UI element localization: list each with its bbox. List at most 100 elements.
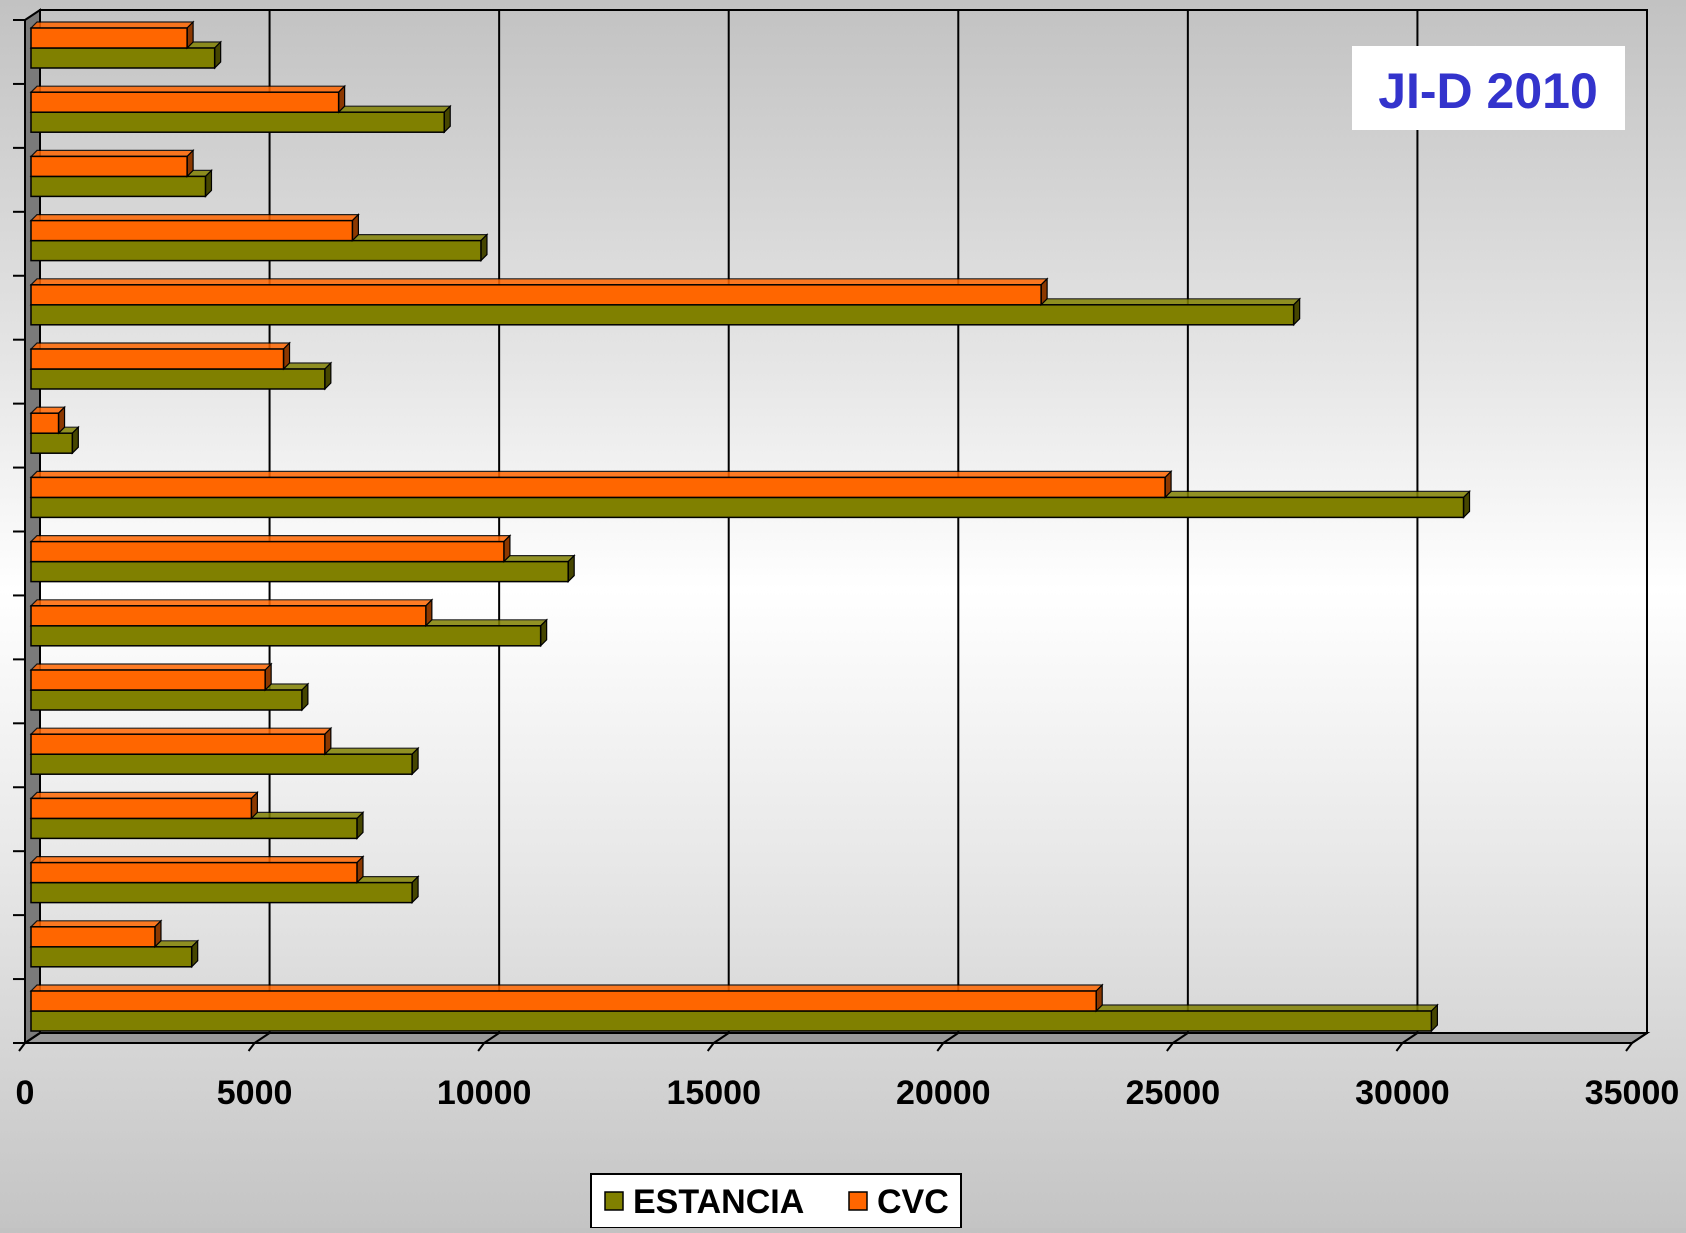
x-tick-mark	[1625, 1042, 1633, 1052]
bars	[29, 20, 1471, 1033]
x-tick-mark	[1395, 1042, 1404, 1052]
bar-cvc	[29, 598, 434, 628]
bar-front-face	[30, 753, 413, 775]
chart-title-box: JI-D 2010	[1352, 46, 1625, 130]
x-tick-label: 35000	[1585, 1074, 1680, 1112]
bar-front-face	[30, 432, 74, 454]
legend-box	[590, 1173, 962, 1229]
bar-front-face	[30, 605, 427, 627]
legend-label-estancia: ESTANCIA	[633, 1183, 804, 1221]
floor-gridline	[254, 1032, 271, 1044]
bar-cvc	[29, 405, 66, 435]
bar-cvc	[29, 213, 360, 243]
bar-cvc	[29, 84, 347, 114]
bar-front-face	[30, 412, 60, 434]
bar-cvc	[29, 277, 1049, 307]
floor-gridline	[942, 1032, 959, 1044]
bar-top-face	[29, 599, 434, 607]
bar-top-face	[29, 21, 195, 29]
back-wall	[39, 9, 1648, 1034]
bar-front-face	[30, 284, 1042, 306]
bar-cvc	[29, 790, 259, 820]
bar-front-face	[30, 926, 156, 948]
bar-front-face	[30, 990, 1097, 1012]
bar-cvc	[29, 662, 273, 692]
bar-cvc	[29, 469, 1173, 499]
floor-gridline	[1631, 1032, 1648, 1044]
bar-top-face	[29, 663, 273, 671]
bar-front-face	[30, 155, 188, 178]
floor-gridline	[1401, 1032, 1418, 1044]
bar-top-face	[29, 149, 195, 157]
x-tick-mark	[936, 1042, 945, 1052]
x-tick-label: 15000	[666, 1074, 761, 1112]
x-tick-mark	[247, 1042, 256, 1052]
bar-front-face	[30, 669, 266, 691]
bar-cvc	[29, 148, 195, 178]
bar-front-face	[30, 797, 253, 820]
bar-front-face	[30, 27, 188, 49]
bar-top-face	[29, 920, 163, 928]
legend-label-cvc: CVC	[877, 1183, 949, 1221]
x-axis: 0 5000 10000 15000 20000 25000 30000 35000	[13, 19, 1680, 1112]
bar-front-face	[30, 348, 285, 370]
x-tick-mark	[18, 1042, 26, 1052]
bar-top-face	[29, 984, 1104, 992]
floor-gridline	[1172, 1032, 1189, 1044]
bar-top-face	[29, 855, 365, 864]
bar-cvc	[29, 919, 163, 949]
x-tick-label: 0	[16, 1074, 35, 1112]
x-tick-mark	[477, 1042, 485, 1052]
floor-gridline	[713, 1032, 730, 1044]
bar-front-face	[30, 1010, 1433, 1032]
floor-gridline	[24, 1032, 41, 1044]
bar-front-face	[30, 861, 358, 884]
x-tick-label: 25000	[1126, 1074, 1221, 1112]
bar-top-face	[29, 791, 259, 800]
bar-top-face	[29, 470, 1173, 478]
bar-top-face	[29, 85, 347, 93]
bar-top-face	[29, 278, 1049, 286]
bar-front-face	[30, 817, 358, 840]
title-background	[1352, 46, 1625, 130]
bar-top-face	[29, 342, 291, 350]
bar-front-face	[30, 304, 1295, 326]
bar-front-face	[30, 111, 445, 133]
bar-cvc	[29, 341, 291, 371]
x-tick-mark	[1166, 1042, 1174, 1052]
x-tick-label: 5000	[217, 1074, 293, 1112]
x-tick-label: 10000	[437, 1074, 532, 1112]
legend-swatch-cvc	[848, 1191, 868, 1211]
bar-cvc	[29, 726, 333, 756]
bar-front-face	[30, 733, 326, 755]
bar-front-face	[30, 476, 1166, 499]
bar-estancia	[29, 425, 80, 455]
bar-front-face	[30, 881, 413, 904]
bar-front-face	[30, 91, 340, 113]
bar-front-face	[30, 47, 216, 69]
bar-front-face	[30, 496, 1465, 519]
bar-front-face	[30, 946, 193, 968]
bar-cvc	[29, 855, 365, 885]
bar-front-face	[30, 219, 354, 242]
bar-front-face	[30, 689, 303, 711]
bar-top-face	[29, 214, 360, 222]
bar-cvc	[29, 983, 1104, 1013]
bar-cvc	[29, 20, 195, 50]
bar-front-face	[30, 540, 505, 563]
legend-swatch-estancia	[604, 1191, 624, 1211]
bar-front-face	[30, 239, 482, 262]
legend: ESTANCIA CVC	[590, 1173, 962, 1229]
x-tick-label: 30000	[1355, 1074, 1450, 1112]
x-tick-label: 20000	[896, 1074, 991, 1112]
bar-front-face	[30, 175, 207, 198]
x-tick-mark	[706, 1042, 715, 1052]
bar-front-face	[30, 625, 542, 647]
bar-cvc	[29, 534, 512, 564]
bar-front-face	[30, 368, 326, 390]
bar-front-face	[30, 560, 569, 583]
bar-top-face	[29, 534, 512, 543]
bar-top-face	[29, 727, 333, 735]
